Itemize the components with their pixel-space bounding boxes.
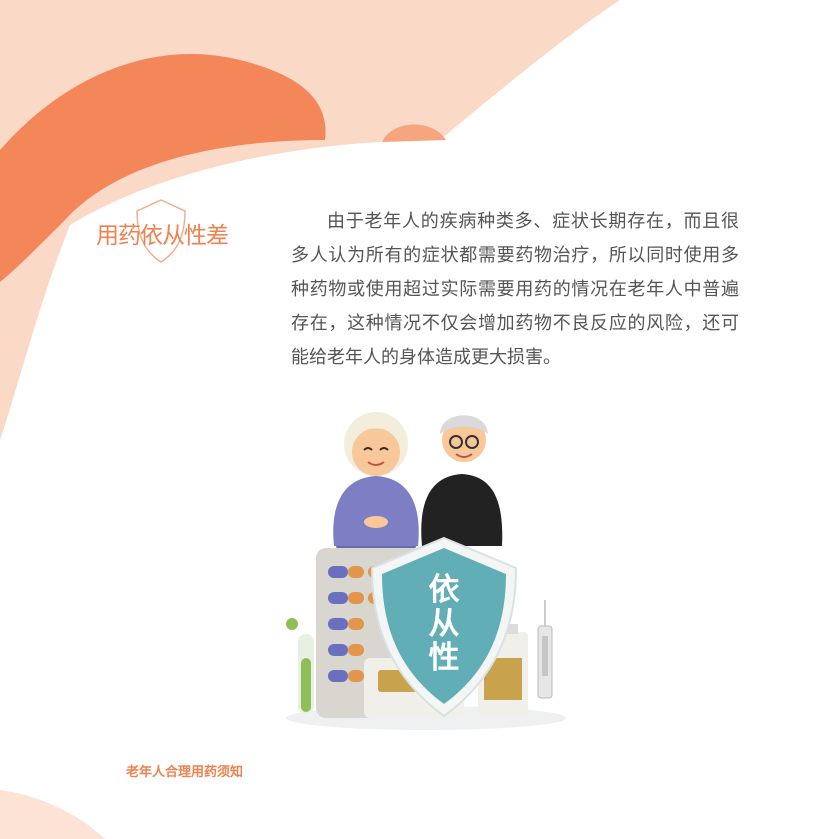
shield-char-2: 从 <box>429 606 460 642</box>
syringe <box>537 600 553 699</box>
grandpa-figure <box>421 415 503 546</box>
shield-outline-icon <box>136 199 186 263</box>
footer-label: 老年人合理用药须知 <box>126 765 244 780</box>
test-tube <box>286 618 314 714</box>
compliance-shield: 依 从 性 <box>370 536 518 718</box>
section-title: 用药依从性差 <box>90 199 236 264</box>
grandma-figure <box>333 412 419 554</box>
elderly-couple-medicine-illustration: 依 从 性 <box>286 412 566 730</box>
peach-knob <box>382 124 446 142</box>
shield-char-3: 性 <box>429 640 460 676</box>
section-title-text: 用药依从性差 <box>96 223 229 249</box>
bottom-corner <box>0 790 105 839</box>
body-paragraph: 由于老年人的疾病种类多、症状长期存在，而且很多人认为所有的症状都需要药物治疗，所… <box>291 211 739 368</box>
orange-wave <box>0 54 326 282</box>
shield-char-1: 依 <box>429 572 460 608</box>
